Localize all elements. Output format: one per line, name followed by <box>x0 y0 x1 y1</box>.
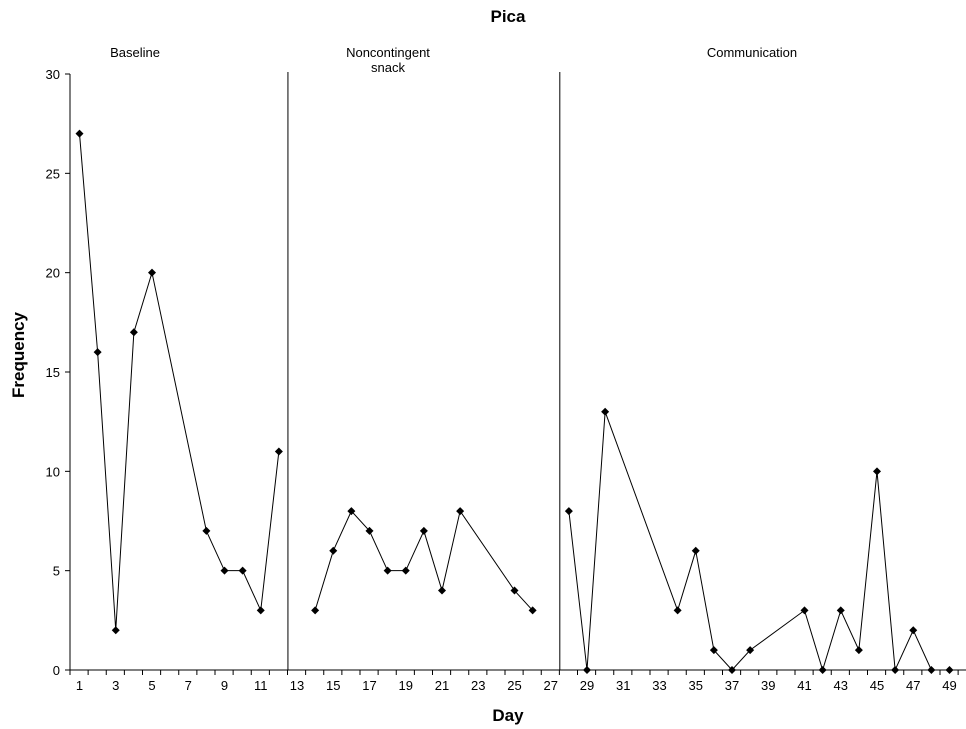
x-tick-label: 1 <box>76 678 83 693</box>
x-tick-label: 3 <box>112 678 119 693</box>
data-point <box>673 606 682 615</box>
y-axis-title: Frequency <box>9 311 28 398</box>
data-point <box>401 566 410 575</box>
x-tick-label: 7 <box>185 678 192 693</box>
data-point <box>456 507 465 516</box>
y-tick-label: 10 <box>46 464 60 479</box>
data-point <box>311 606 320 615</box>
phase-labels: Baseline Noncontingent snack Communication <box>110 45 797 75</box>
phase-label: Communication <box>707 45 797 60</box>
data-point <box>510 586 519 595</box>
x-tick-label: 29 <box>580 678 594 693</box>
x-tick-label: 15 <box>326 678 340 693</box>
x-tick-label: 39 <box>761 678 775 693</box>
data-point <box>347 507 356 516</box>
phase-label: Noncontingent snack <box>346 45 430 75</box>
data-point <box>129 328 138 337</box>
data-point <box>927 666 936 674</box>
x-tick-label: 27 <box>544 678 558 693</box>
data-point <box>601 407 610 416</box>
x-tick-label: 31 <box>616 678 630 693</box>
x-tick-label: 9 <box>221 678 228 693</box>
data-point <box>891 666 900 674</box>
data-point <box>329 546 338 555</box>
data-point <box>148 268 156 277</box>
data-point <box>419 526 428 535</box>
x-tick-label: 49 <box>942 678 956 693</box>
data-point <box>202 526 211 535</box>
x-tick-label: 25 <box>507 678 521 693</box>
y-tick-label: 25 <box>46 166 60 181</box>
chart-title: Pica <box>491 7 527 26</box>
data-point <box>256 606 265 615</box>
data-point <box>220 566 229 575</box>
data-point <box>709 646 718 655</box>
data-point <box>75 129 84 138</box>
x-tick-label: 23 <box>471 678 485 693</box>
data-point <box>800 606 809 615</box>
data-point <box>111 626 120 635</box>
data-point <box>93 348 102 357</box>
data-point <box>365 526 374 535</box>
data-point <box>728 666 736 674</box>
data-point <box>691 546 700 555</box>
x-tick-label: 13 <box>290 678 304 693</box>
x-tick-label: 5 <box>148 678 155 693</box>
data-point <box>238 566 247 575</box>
x-tick-label: 33 <box>652 678 666 693</box>
data-point <box>945 666 954 674</box>
y-tick-label: 20 <box>46 266 60 281</box>
series-line <box>79 133 280 631</box>
data-point <box>564 507 573 516</box>
data-point <box>274 447 283 456</box>
x-tick-label: 19 <box>399 678 413 693</box>
data-series <box>75 129 954 674</box>
x-tick-label: 37 <box>725 678 739 693</box>
x-tick-label: 41 <box>797 678 811 693</box>
y-tick-label: 15 <box>46 365 60 380</box>
series-line <box>314 509 533 611</box>
data-point <box>383 566 392 575</box>
x-tick-label: 21 <box>435 678 449 693</box>
x-tick-label: 11 <box>254 678 268 693</box>
phase-label: Baseline <box>110 45 160 60</box>
data-point <box>746 646 755 655</box>
data-point <box>528 606 537 615</box>
data-point <box>836 606 845 615</box>
y-tick-label: 30 <box>46 67 60 82</box>
x-axis-title: Day <box>492 706 524 725</box>
x-tick-label: 47 <box>906 678 920 693</box>
data-point <box>873 467 881 476</box>
data-point <box>854 646 863 655</box>
y-tick-label: 5 <box>53 564 60 579</box>
phase-lines <box>287 72 561 670</box>
y-tick-label: 0 <box>53 663 60 678</box>
data-point <box>909 626 918 635</box>
x-tick-label: 45 <box>870 678 884 693</box>
x-tick-label: 17 <box>362 678 376 693</box>
series-line <box>568 411 950 672</box>
x-ticks: 1 3 5 7 9 11 13 15 17 19 21 23 25 27 29 31 33 35 37 39 41 43 4… <box>69 670 959 693</box>
x-tick-label: 35 <box>689 678 703 693</box>
data-point <box>438 586 446 595</box>
y-ticks: 0 5 10 15 20 25 30 <box>46 67 70 678</box>
data-point <box>583 666 591 674</box>
data-point <box>818 666 827 674</box>
x-tick-label: 43 <box>834 678 848 693</box>
